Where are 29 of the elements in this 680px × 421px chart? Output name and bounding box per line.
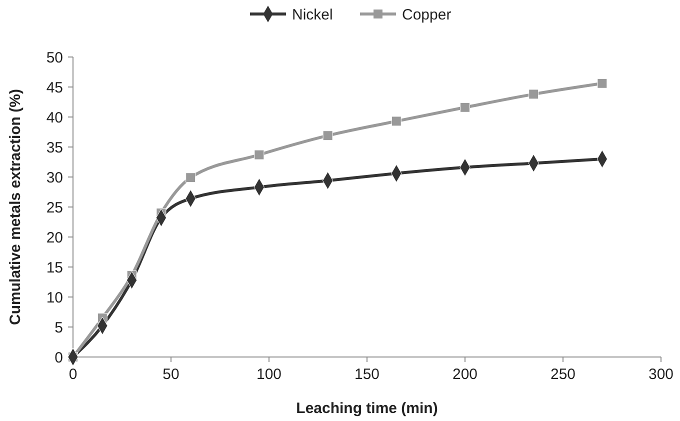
x-tick-label: 250	[550, 366, 576, 383]
y-tick-label: 15	[46, 259, 63, 276]
point	[254, 150, 264, 160]
y-tick-label: 45	[46, 79, 63, 96]
x-tick-label: 300	[648, 366, 674, 383]
y-tick-label: 50	[46, 49, 63, 66]
x-tick-label: 150	[354, 366, 380, 383]
point	[597, 78, 608, 88]
y-tick-label: 35	[46, 139, 63, 156]
x-tick-label: 100	[256, 366, 282, 383]
legend-label: Nickel	[292, 6, 333, 24]
point	[186, 172, 196, 183]
x-tick-label: 200	[452, 366, 478, 383]
y-tick-label: 20	[46, 229, 63, 246]
y-tick-label: 0	[54, 349, 63, 366]
y-tick-label: 25	[46, 199, 63, 216]
y-tick-label: 5	[54, 319, 63, 336]
y-tick-label: 40	[46, 109, 63, 126]
y-tick-label: 10	[46, 289, 63, 306]
point	[322, 130, 333, 141]
point	[391, 116, 402, 126]
legend-label: Copper	[402, 6, 452, 24]
y-axis-title: Cumulative metals extraction (%)	[7, 89, 24, 325]
y-tick-label: 30	[46, 169, 63, 186]
point	[528, 89, 539, 100]
point	[460, 102, 470, 112]
x-axis-title: Leaching time (min)	[296, 400, 438, 417]
x-tick-label: 50	[162, 366, 180, 383]
x-tick-label: 0	[68, 366, 78, 383]
